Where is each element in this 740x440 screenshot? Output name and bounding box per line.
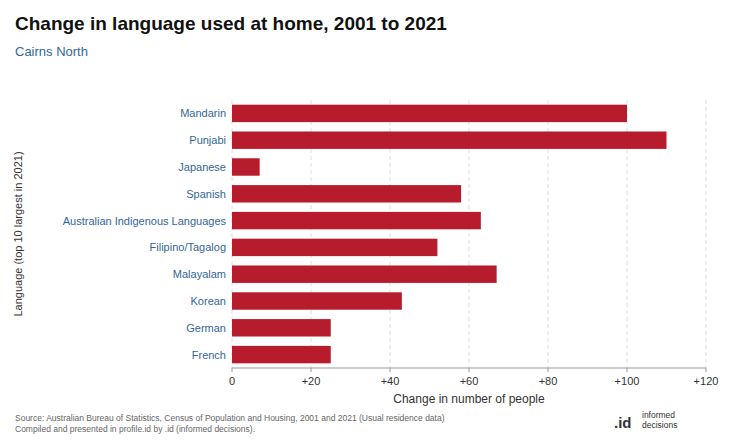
title: Change in language used at home, 2001 to… [15, 13, 447, 34]
x-tick-label: +20 [302, 375, 321, 387]
x-tick [548, 368, 549, 372]
x-tick [469, 368, 470, 372]
x-tick [706, 368, 707, 372]
x-axis-label: Change in number of people [393, 392, 545, 406]
x-tick-label: +120 [694, 375, 719, 387]
category-label: Punjabi [189, 134, 226, 146]
background [0, 0, 740, 440]
category-label: Filipino/Tagalog [150, 241, 226, 253]
bar [232, 131, 667, 148]
x-tick-label: +60 [460, 375, 479, 387]
x-tick-label: +80 [539, 375, 558, 387]
y-axis: French German Korean Malayalam Filipino/Taga… [63, 107, 227, 360]
chart-container: Change in language used at home, 2001 to… [0, 0, 740, 440]
category-label: Mandarin [180, 107, 226, 119]
x-axis: 0 +20 +40 +60 +80 +100 +120 [229, 368, 718, 387]
category-label: Australian Indigenous Languages [63, 215, 227, 227]
x-tick [311, 368, 312, 372]
category-label: Japanese [178, 161, 226, 173]
bar [232, 158, 260, 175]
source-note: Source: Australian Bureau of Statistics,… [15, 413, 445, 434]
category-label: German [186, 322, 226, 334]
x-axis-line [232, 368, 706, 369]
bar [232, 265, 497, 282]
subtitle: Cairns North [15, 44, 88, 59]
bar [232, 319, 331, 336]
category-label: Malayalam [173, 268, 226, 280]
logo-tagline: informeddecisions [642, 410, 677, 430]
chart-svg: Change in language used at home, 2001 to… [0, 0, 740, 440]
grid-line [706, 100, 707, 368]
bar [232, 292, 402, 309]
category-label: Spanish [186, 188, 226, 200]
x-tick [390, 368, 391, 372]
bar [232, 346, 331, 363]
x-tick-label: +40 [381, 375, 400, 387]
logo-mark: .id [614, 414, 632, 431]
x-tick [627, 368, 628, 372]
y-axis-label: Language (top 10 largest in 2021) [12, 151, 24, 316]
grid [232, 100, 706, 368]
x-tick-label: 0 [229, 375, 235, 387]
x-tick [232, 368, 233, 372]
bars [232, 105, 667, 364]
bar [232, 212, 481, 229]
bar [232, 239, 437, 256]
bar [232, 105, 627, 122]
bar [232, 185, 461, 202]
x-tick-label: +100 [615, 375, 640, 387]
category-label: Korean [191, 295, 226, 307]
category-label: French [192, 349, 226, 361]
